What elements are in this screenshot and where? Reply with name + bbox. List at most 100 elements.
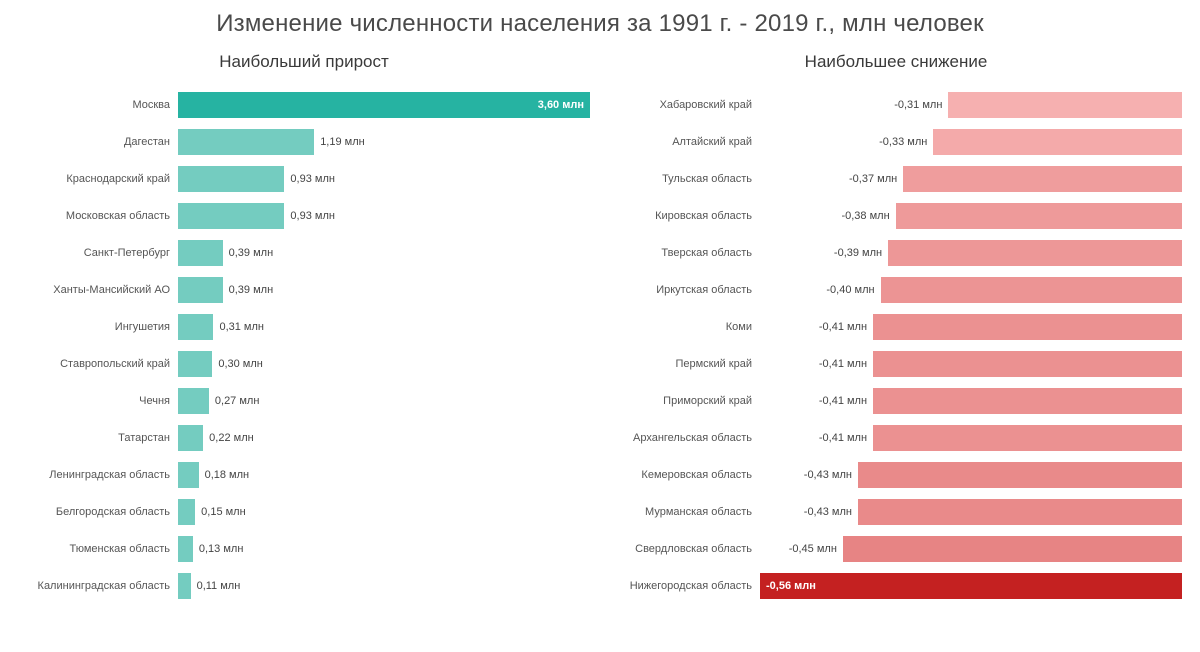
bar-track: -0,41 млн <box>760 314 1182 340</box>
growth-bar[interactable] <box>178 351 212 377</box>
growth-row: Дагестан 1,19 млн <box>18 123 590 160</box>
decline-row: Иркутская область-0,40 млн <box>610 271 1182 308</box>
decline-bar[interactable] <box>948 92 1182 118</box>
decline-row: Мурманская область-0,43 млн <box>610 493 1182 530</box>
bar-track: -0,31 млн <box>760 92 1182 118</box>
region-label: Тверская область <box>610 247 760 259</box>
growth-bar[interactable] <box>178 129 314 155</box>
growth-subtitle: Наибольший прирост <box>18 52 590 72</box>
decline-row: Свердловская область-0,45 млн <box>610 530 1182 567</box>
growth-row: Татарстан0,22 млн <box>18 419 590 456</box>
region-label: Ленинградская область <box>18 469 178 481</box>
bar-value: -0,33 млн <box>879 129 933 155</box>
decline-bar[interactable] <box>888 240 1182 266</box>
bar-value: -0,39 млн <box>834 240 888 266</box>
growth-bar[interactable] <box>178 573 191 599</box>
region-label: Тульская область <box>610 173 760 185</box>
growth-row: Ингушетия0,31 млн <box>18 308 590 345</box>
decline-row: Приморский край-0,41 млн <box>610 382 1182 419</box>
bar-track: 0,93 млн <box>178 166 590 192</box>
bar-value: -0,38 млн <box>841 203 895 229</box>
growth-bar[interactable] <box>178 277 223 303</box>
bar-value: -0,45 млн <box>789 536 843 562</box>
bar-value: -0,43 млн <box>804 462 858 488</box>
region-label: Московская область <box>18 210 178 222</box>
bar-value: 0,11 млн <box>191 573 241 599</box>
decline-bar[interactable]: -0,56 млн <box>760 573 1182 599</box>
bar-track: 0,18 млн <box>178 462 590 488</box>
bar-track: -0,33 млн <box>760 129 1182 155</box>
growth-row: Санкт-Петербург 0,39 млн <box>18 234 590 271</box>
decline-bar[interactable] <box>873 314 1182 340</box>
region-label: Калининградская область <box>18 580 178 592</box>
chart-container: Изменение численности населения за 1991 … <box>0 0 1200 652</box>
bar-track: 0,11 млн <box>178 573 590 599</box>
growth-row: Москва3,60 млн <box>18 86 590 123</box>
bar-value: 0,30 млн <box>212 351 263 377</box>
region-label: Москва <box>18 99 178 111</box>
growth-bar[interactable] <box>178 240 223 266</box>
growth-bar[interactable] <box>178 166 284 192</box>
growth-bar[interactable] <box>178 425 203 451</box>
growth-rows: Москва3,60 млнДагестан1,19 млнКраснодарс… <box>18 86 590 604</box>
decline-bar[interactable] <box>873 388 1182 414</box>
decline-bar[interactable] <box>843 536 1182 562</box>
growth-bar[interactable] <box>178 203 284 229</box>
decline-panel: Наибольшее снижение Хабаровский край -0,3… <box>610 52 1182 604</box>
region-label: Ханты-Мансийский АО <box>18 284 178 296</box>
bar-value: -0,31 млн <box>894 92 948 118</box>
region-label: Алтайский край <box>610 136 760 148</box>
bar-track: -0,41 млн <box>760 425 1182 451</box>
growth-bar[interactable] <box>178 536 193 562</box>
region-label: Ставропольский край <box>18 358 178 370</box>
region-label: Санкт-Петербург <box>18 247 178 259</box>
growth-row: Тюменская область0,13 млн <box>18 530 590 567</box>
bar-track: 0,27 млн <box>178 388 590 414</box>
bar-value: 0,93 млн <box>284 166 335 192</box>
decline-row: Кемеровская область -0,43 млн <box>610 456 1182 493</box>
region-label: Чечня <box>18 395 178 407</box>
chart-title: Изменение численности населения за 1991 … <box>18 10 1182 38</box>
growth-bar[interactable] <box>178 314 213 340</box>
decline-bar[interactable] <box>896 203 1182 229</box>
decline-bar[interactable] <box>933 129 1182 155</box>
bar-track: -0,38 млн <box>760 203 1182 229</box>
decline-bar[interactable] <box>858 499 1182 525</box>
decline-row: Пермский край-0,41 млн <box>610 345 1182 382</box>
bar-track: 0,31 млн <box>178 314 590 340</box>
bar-track: 0,15 млн <box>178 499 590 525</box>
growth-bar[interactable] <box>178 462 199 488</box>
growth-row: Ставропольский край 0,30 млн <box>18 345 590 382</box>
growth-bar[interactable] <box>178 499 195 525</box>
bar-value: -0,41 млн <box>819 388 873 414</box>
bar-value: 0,39 млн <box>223 240 274 266</box>
decline-bar[interactable] <box>873 351 1182 377</box>
region-label: Хабаровский край <box>610 99 760 111</box>
decline-bar[interactable] <box>881 277 1182 303</box>
decline-bar[interactable] <box>858 462 1182 488</box>
decline-rows: Хабаровский край -0,31 млн Алтайский край -… <box>610 86 1182 604</box>
bar-value: 0,93 млн <box>284 203 335 229</box>
region-label: Иркутская область <box>610 284 760 296</box>
region-label: Архангельская область <box>610 432 760 444</box>
bar-value: -0,37 млн <box>849 166 903 192</box>
bar-value: 0,39 млн <box>223 277 274 303</box>
region-label: Кемеровская область <box>610 469 760 481</box>
growth-bar[interactable]: 3,60 млн <box>178 92 590 118</box>
bar-value: 1,19 млн <box>314 129 365 155</box>
growth-row: Московская область 0,93 млн <box>18 197 590 234</box>
decline-row: Хабаровский край -0,31 млн <box>610 86 1182 123</box>
region-label: Дагестан <box>18 136 178 148</box>
decline-subtitle: Наибольшее снижение <box>610 52 1182 72</box>
decline-row: Нижегородская область-0,56 млн <box>610 567 1182 604</box>
bar-track: 1,19 млн <box>178 129 590 155</box>
region-label: Татарстан <box>18 432 178 444</box>
decline-bar[interactable] <box>903 166 1182 192</box>
decline-row: Алтайский край -0,33 млн <box>610 123 1182 160</box>
bar-track: -0,43 млн <box>760 462 1182 488</box>
decline-row: Тверская область -0,39 млн <box>610 234 1182 271</box>
growth-bar[interactable] <box>178 388 209 414</box>
region-label: Пермский край <box>610 358 760 370</box>
decline-bar[interactable] <box>873 425 1182 451</box>
growth-row: Калининградская область 0,11 млн <box>18 567 590 604</box>
